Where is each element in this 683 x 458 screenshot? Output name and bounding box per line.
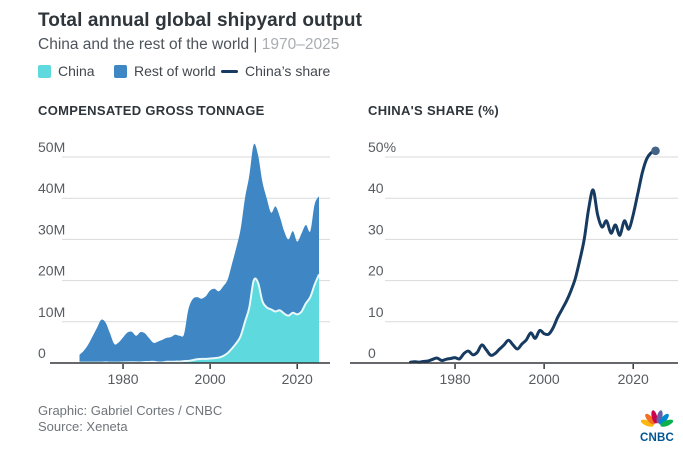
legend-item-rest-of-world: Rest of world bbox=[114, 63, 216, 79]
china-share-line-swatch bbox=[221, 69, 238, 73]
rest-of-world-swatch bbox=[114, 64, 127, 78]
china-swatch bbox=[38, 64, 51, 78]
subtitle-period: 1970–2025 bbox=[261, 36, 340, 53]
legend-label-china-share: China’s share bbox=[245, 63, 331, 79]
cnbc-logo: CNBC bbox=[636, 406, 678, 444]
left-chart-title: COMPENSATED GROSS TONNAGE bbox=[38, 103, 265, 118]
peacock-icon bbox=[640, 410, 674, 427]
right-y-label-50%: 50% bbox=[368, 139, 396, 155]
left-y-label-20M: 20M bbox=[38, 263, 65, 279]
share-end-dot bbox=[651, 146, 660, 156]
right-y-label-40: 40 bbox=[368, 180, 384, 196]
left-x-label-1980: 1980 bbox=[107, 371, 138, 387]
right-chart-title: CHINA'S SHARE (%) bbox=[368, 103, 499, 118]
footer: Graphic: Gabriel Cortes / CNBC Source: X… bbox=[38, 403, 222, 435]
left-x-label-2000: 2000 bbox=[195, 371, 226, 387]
left-y-label-10M: 10M bbox=[38, 304, 65, 320]
page-title: Total annual global shipyard output bbox=[38, 10, 363, 31]
right-y-label-0: 0 bbox=[368, 345, 376, 361]
china-share-line bbox=[409, 149, 657, 364]
cnbc-logo-text: CNBC bbox=[639, 432, 675, 444]
page-subtitle: China and the rest of the world | 1970–2… bbox=[38, 36, 339, 54]
left-y-label-30M: 30M bbox=[38, 221, 65, 237]
footer-credit: Graphic: Gabriel Cortes / CNBC bbox=[38, 403, 223, 418]
right-y-label-10: 10 bbox=[368, 304, 384, 320]
right-y-label-20: 20 bbox=[368, 263, 384, 279]
legend-item-china: China bbox=[38, 63, 95, 79]
right-x-label-2020: 2020 bbox=[618, 371, 649, 387]
legend-item-china-share: China’s share bbox=[221, 63, 330, 79]
left-x-label-2020: 2020 bbox=[282, 371, 313, 387]
legend-label-rest-of-world: Rest of world bbox=[134, 63, 216, 79]
right-x-label-1980: 1980 bbox=[439, 371, 470, 387]
left-y-label-40M: 40M bbox=[38, 180, 65, 196]
right-y-label-30: 30 bbox=[368, 221, 384, 237]
legend-label-china: China bbox=[58, 63, 95, 79]
footer-source: Source: Xeneta bbox=[38, 419, 128, 434]
right-x-label-2000: 2000 bbox=[529, 371, 560, 387]
subtitle-text: China and the rest of the world | bbox=[38, 36, 262, 53]
china-area bbox=[79, 274, 319, 363]
left-y-label-50M: 50M bbox=[38, 139, 65, 155]
left-y-label-0: 0 bbox=[38, 345, 46, 361]
